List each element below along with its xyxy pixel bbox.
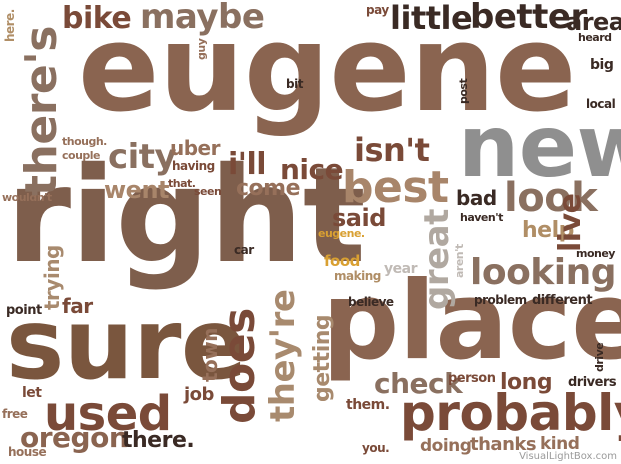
word-place: place xyxy=(322,259,621,384)
word-little: little xyxy=(390,0,473,37)
word-problem: problem xyxy=(474,293,527,307)
word-live: live xyxy=(553,193,588,252)
word-getting: getting xyxy=(310,314,335,402)
word-year: year xyxy=(384,261,417,277)
word-said: said xyxy=(332,204,386,232)
word-maybe: maybe xyxy=(140,0,265,37)
word-bit: bit xyxy=(286,77,303,91)
word-wouldnt: wouldn't xyxy=(2,191,52,204)
word-isnt: isn't xyxy=(354,131,430,169)
watermark: VisualLightBox.com xyxy=(519,451,617,462)
word-money: money xyxy=(576,247,615,260)
word-great: great xyxy=(417,209,457,310)
word-house: house xyxy=(8,445,47,459)
word-different: different xyxy=(532,293,593,308)
word-job: job xyxy=(184,384,214,405)
word-you: you. xyxy=(362,441,390,455)
word-looking: looking xyxy=(470,252,616,293)
word-check: check xyxy=(374,367,463,400)
word-eugene: eugene xyxy=(78,0,576,139)
word-bad: bad xyxy=(456,186,497,210)
word-heard: heard xyxy=(578,31,612,44)
word-better: better xyxy=(470,0,587,37)
word-long: long xyxy=(500,370,553,395)
word-went: went xyxy=(104,176,170,204)
word-post: post xyxy=(457,78,470,104)
word-pay: pay xyxy=(366,3,389,17)
word-them: them. xyxy=(346,397,390,413)
word-new: new xyxy=(458,97,621,197)
word-though: though. xyxy=(62,135,107,148)
word-doing: doing xyxy=(420,436,472,456)
word-eugene-dot: eugene. xyxy=(318,227,365,240)
word-look: look xyxy=(504,175,598,221)
word-big: big xyxy=(590,57,614,73)
word-uber: uber xyxy=(170,136,220,160)
word-does: does xyxy=(214,308,265,424)
word-city: city xyxy=(108,137,177,177)
word-right: right xyxy=(6,139,366,293)
word-food: food xyxy=(324,252,360,270)
word-far: far xyxy=(62,294,93,318)
word-area: area xyxy=(566,8,621,36)
word-oregon: oregon xyxy=(20,421,129,454)
word-arent: aren't xyxy=(453,244,466,278)
word-person: person xyxy=(448,371,496,386)
word-trying: trying xyxy=(40,245,64,310)
word-local: local xyxy=(586,97,616,111)
word-car: car xyxy=(234,243,254,257)
word-come: come xyxy=(236,176,301,201)
word-there-dot: there. xyxy=(122,428,195,453)
word-free: free xyxy=(2,407,28,421)
word-guy: guy xyxy=(195,38,208,60)
word-thanks: thanks xyxy=(470,434,537,455)
word-help: help xyxy=(522,218,574,243)
word-kind: kind xyxy=(540,434,580,454)
word-used: used xyxy=(44,386,172,442)
word-probably: probably xyxy=(400,384,621,442)
word-sure: sure xyxy=(6,288,247,402)
word-point: point xyxy=(6,303,42,318)
word-drive: drive xyxy=(593,342,606,372)
word-having: having xyxy=(172,159,215,173)
word-bike: bike xyxy=(62,1,132,36)
word-ill: i'll xyxy=(228,147,267,182)
word-that: that. xyxy=(168,177,196,190)
word-best: best xyxy=(342,162,449,213)
word-drivers: drivers xyxy=(568,375,617,390)
word-havent: haven't xyxy=(460,211,503,224)
word-couple: couple xyxy=(62,149,101,162)
word-seen: seen xyxy=(194,185,222,198)
word-town: town xyxy=(198,327,222,382)
word-nice: nice xyxy=(280,153,344,186)
word-theres: there's xyxy=(16,26,67,196)
word-let: let xyxy=(22,385,42,401)
word-making: making xyxy=(334,269,381,283)
word-believe: believe xyxy=(348,295,394,309)
word-here: here. xyxy=(3,9,17,42)
word-theyre: they're xyxy=(263,289,303,422)
